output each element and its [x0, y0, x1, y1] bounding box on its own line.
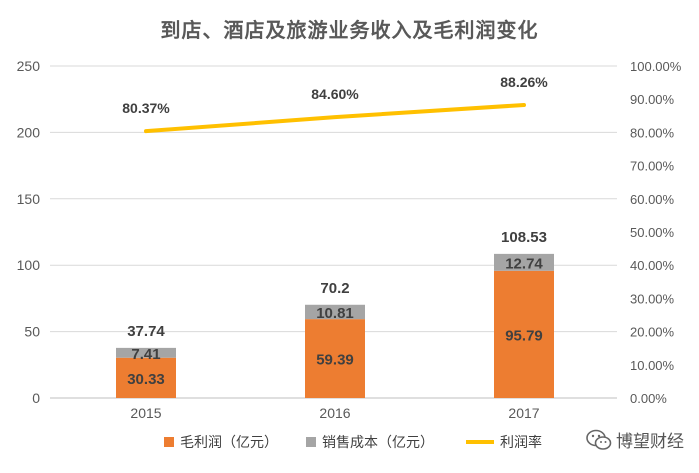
bar-gross-profit: [305, 319, 365, 398]
legend-label: 利润率: [500, 435, 542, 451]
y-left-tick-label: 200: [17, 124, 41, 140]
wechat-icon: [586, 429, 612, 450]
y-left-tick-label: 100: [17, 257, 41, 273]
legend-item-gross-profit: 毛利润（亿元）: [164, 432, 278, 452]
y-right-tick-label: 60.00%: [630, 192, 675, 207]
y-right-tick-label: 100.00%: [630, 59, 682, 74]
legend: 毛利润（亿元） 销售成本（亿元） 利润率: [0, 432, 699, 456]
y-right-tick-label: 20.00%: [630, 325, 675, 340]
bar-data-label: 59.39: [316, 352, 354, 369]
bar-gross-profit: [116, 357, 176, 398]
y-right-tick-label: 70.00%: [630, 159, 675, 174]
bar-data-label: 12.74: [505, 255, 543, 272]
y-right-tick-label: 50.00%: [630, 225, 675, 240]
legend-swatch: [306, 437, 316, 447]
line-data-label: 88.26%: [500, 74, 548, 90]
x-tick-label: 2015: [130, 405, 161, 421]
bar-sales-cost: [494, 253, 554, 271]
bar-sales-cost: [305, 304, 365, 320]
bar-data-label: 10.81: [316, 305, 354, 322]
y-right-tick-label: 40.00%: [630, 258, 675, 273]
y-right-tick-label: 80.00%: [630, 125, 675, 140]
y-left-tick-label: 250: [17, 58, 41, 74]
watermark-text: 博望财经: [616, 432, 684, 452]
chart-title: 到店、酒店及旅游业务收入及毛利润变化: [160, 18, 539, 42]
total-data-label: 37.74: [127, 323, 165, 340]
total-data-label: 70.2: [320, 280, 349, 297]
bar-data-label: 30.33: [127, 371, 165, 388]
line-point: [333, 115, 337, 119]
y-left-tick-label: 150: [17, 191, 41, 207]
y-left-tick-label: 50: [24, 324, 40, 340]
bar-gross-profit: [494, 270, 554, 398]
y-right-tick-label: 10.00%: [630, 358, 675, 373]
legend-item-sales-cost: 销售成本（亿元）: [306, 432, 434, 452]
line-data-label: 80.37%: [122, 100, 170, 116]
x-tick-label: 2017: [508, 405, 539, 421]
legend-item-profit-rate: 利润率: [466, 432, 542, 452]
line-data-label: 84.60%: [311, 86, 359, 102]
legend-swatch: [466, 440, 494, 444]
x-tick-label: 2016: [319, 405, 350, 421]
y-right-tick-label: 90.00%: [630, 92, 675, 107]
legend-swatch: [164, 437, 174, 447]
y-right-tick-label: 30.00%: [630, 291, 675, 306]
legend-label: 毛利润（亿元）: [180, 435, 278, 451]
watermark: 博望财经: [586, 427, 684, 452]
legend-label: 销售成本（亿元）: [322, 435, 434, 451]
bar-data-label: 7.41: [131, 346, 160, 363]
bar-sales-cost: [116, 347, 176, 358]
y-right-tick-label: 0.00%: [630, 391, 667, 406]
y-left-tick-label: 0: [32, 390, 40, 406]
bar-data-label: 95.79: [505, 327, 543, 344]
total-data-label: 108.53: [501, 229, 547, 246]
line-point: [522, 103, 526, 107]
line-point: [144, 129, 148, 133]
